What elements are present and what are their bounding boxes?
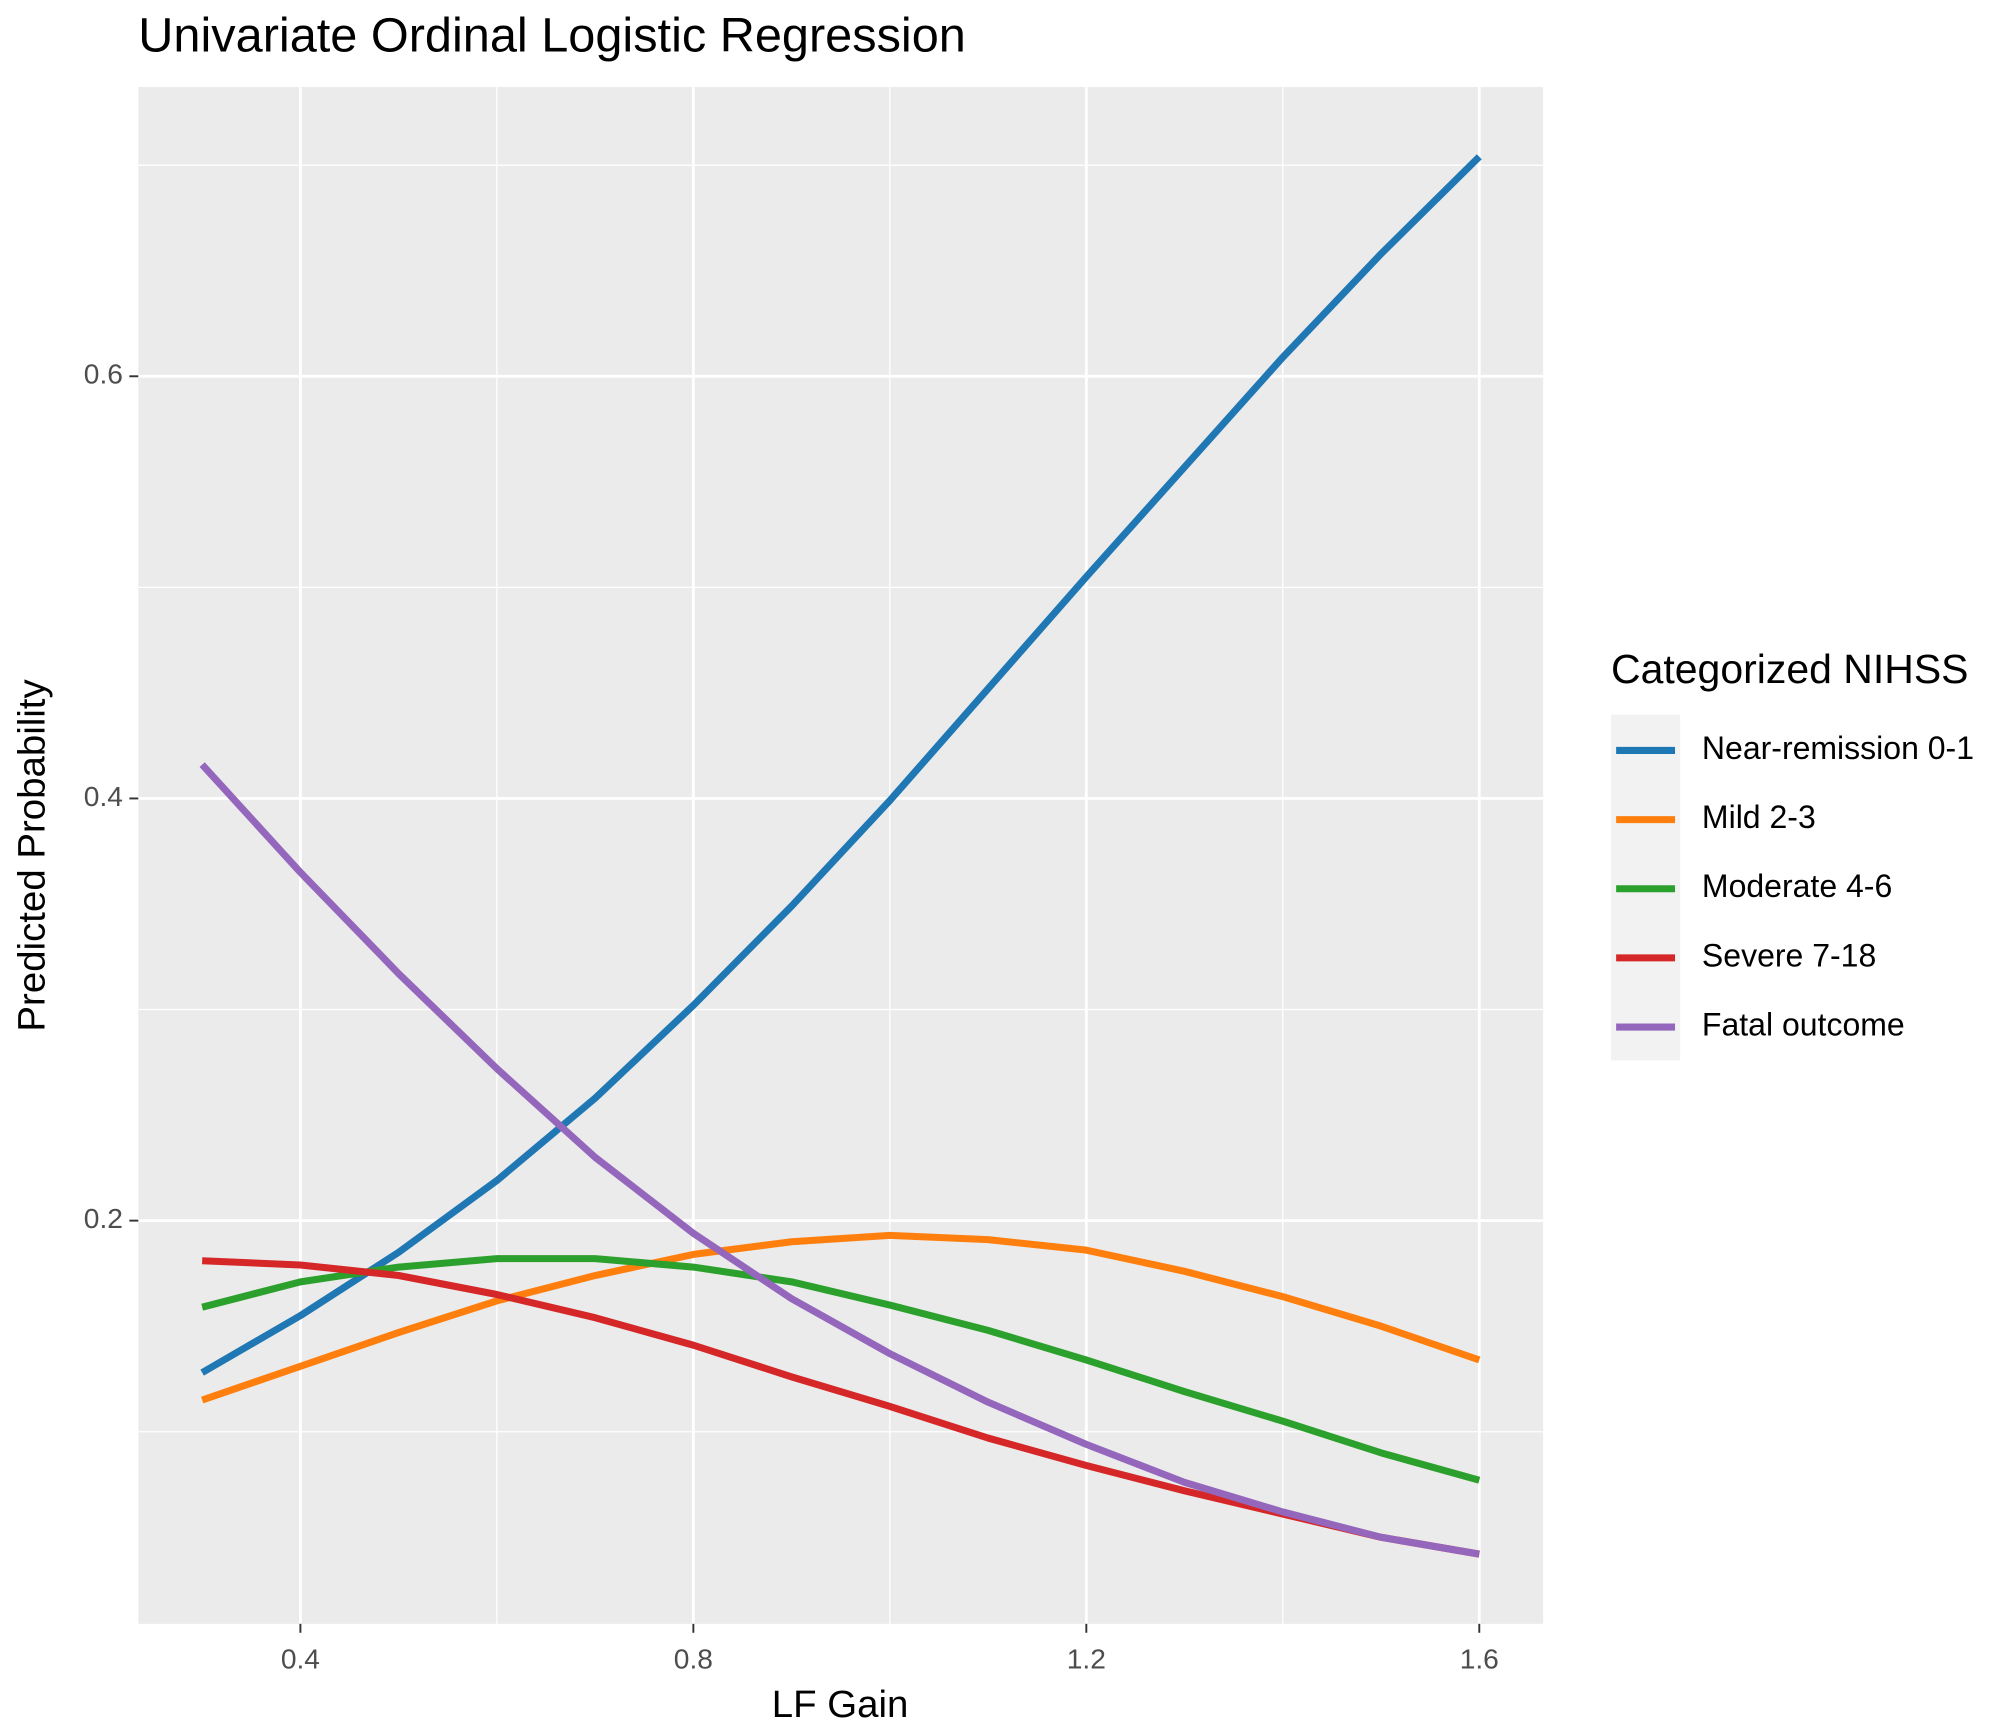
legend-label: Moderate 4-6	[1702, 868, 1892, 904]
x-tick-label: 0.4	[281, 1642, 320, 1674]
series-line	[199, 762, 1480, 1558]
y-tick-label: 0.6	[84, 358, 123, 390]
x-axis-label: LF Gain	[772, 1683, 909, 1726]
y-tick-label: 0.4	[84, 780, 123, 812]
x-tick-label: 0.8	[674, 1642, 713, 1674]
legend-label: Severe 7-18	[1702, 937, 1876, 973]
legend-label: Mild 2-3	[1702, 799, 1816, 835]
series-line	[201, 1255, 1481, 1484]
x-tick-label: 1.6	[1460, 1642, 1499, 1674]
y-axis-label: Predicted Probability	[11, 679, 54, 1032]
y-tick-label: 0.2	[84, 1202, 123, 1234]
series-line	[200, 154, 1482, 1376]
chart-title: Univariate Ordinal Logistic Regression	[138, 8, 966, 62]
legend-title: Categorized NIHSS	[1611, 646, 1969, 692]
x-tick-label: 1.2	[1067, 1642, 1106, 1674]
series-line	[201, 1231, 1481, 1404]
legend-label: Fatal outcome	[1702, 1007, 1905, 1043]
legend-label: Near-remission 0-1	[1702, 730, 1974, 766]
